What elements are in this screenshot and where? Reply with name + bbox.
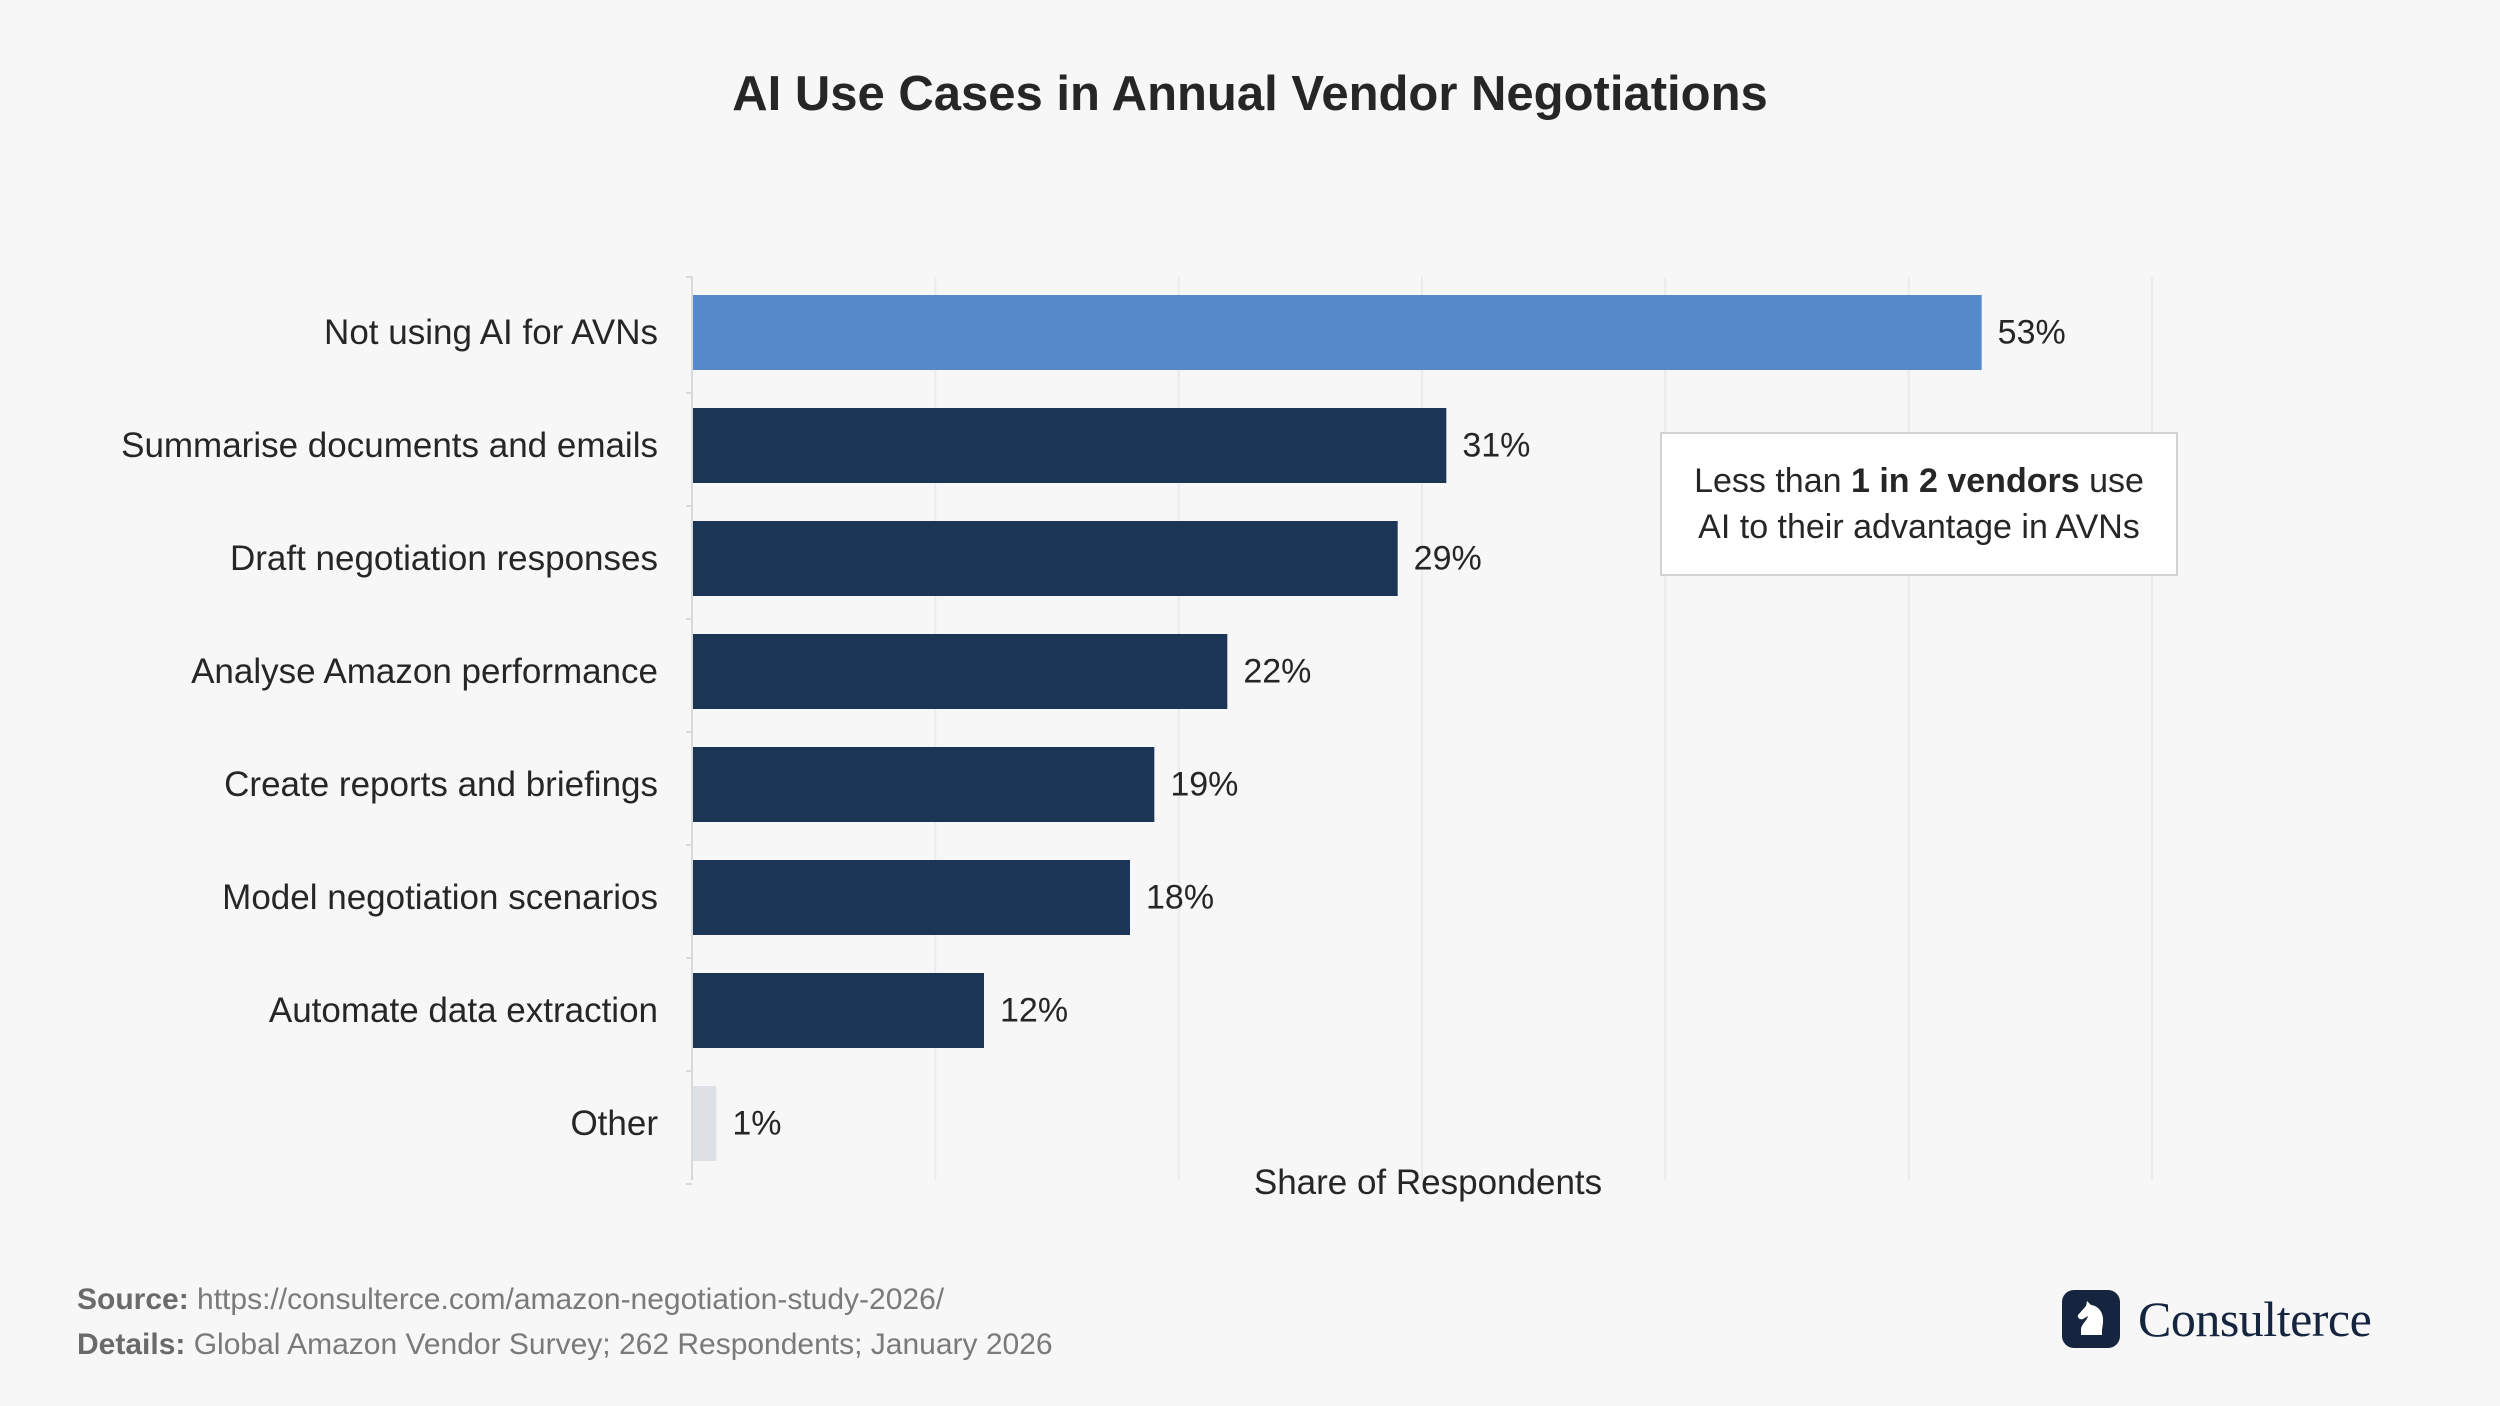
category-label: Automate data extraction — [269, 991, 658, 1030]
footer-details: Details: Global Amazon Vendor Survey; 26… — [77, 1328, 1053, 1362]
category-label: Model negotiation scenarios — [222, 878, 658, 917]
brand-logo[interactable]: Consulterce — [2062, 1290, 2372, 1348]
bar — [693, 1086, 717, 1161]
footer-source: Source: https://consulterce.com/amazon-n… — [77, 1283, 944, 1317]
brand-name: Consulterce — [2138, 1291, 2372, 1347]
annotation-suffix: use — [2079, 462, 2144, 500]
annotation-callout: Less than 1 in 2 vendors use AI to their… — [1660, 432, 2178, 576]
value-labels: 53% 31% 29% 22% 19% 18% 12% 1% — [732, 314, 2065, 1143]
value-label: 53% — [1998, 314, 2066, 352]
category-labels: Not using AI for AVNs Summarise documents… — [121, 313, 658, 1143]
y-axis — [686, 276, 693, 1185]
bar — [693, 634, 1228, 709]
details-label: Details: — [77, 1328, 186, 1361]
bar — [693, 295, 1982, 370]
annotation-line-2: AI to their advantage in AVNs — [1698, 508, 2140, 546]
value-label: 31% — [1462, 427, 1530, 465]
category-label: Not using AI for AVNs — [324, 313, 658, 352]
annotation-prefix: Less than — [1694, 462, 1851, 500]
value-label: 12% — [1000, 992, 1068, 1030]
category-label: Create reports and briefings — [224, 765, 658, 804]
value-label: 1% — [732, 1105, 781, 1143]
bar — [693, 408, 1447, 483]
chess-knight-icon — [2062, 1290, 2120, 1348]
category-label: Summarise documents and emails — [121, 426, 658, 465]
category-label: Analyse Amazon performance — [191, 652, 658, 691]
annotation-highlight: 1 in 2 vendors — [1850, 462, 2080, 500]
bar — [693, 521, 1398, 596]
value-label: 29% — [1414, 540, 1482, 578]
bar — [693, 973, 984, 1048]
value-label: 18% — [1146, 879, 1214, 917]
bars — [693, 295, 1982, 1161]
x-axis-title: Share of Respondents — [1254, 1163, 1602, 1202]
category-label: Draft negotiation responses — [230, 539, 658, 578]
category-label: Other — [570, 1104, 658, 1143]
details-text: Global Amazon Vendor Survey; 262 Respond… — [185, 1328, 1053, 1361]
bar — [693, 747, 1155, 822]
value-label: 19% — [1170, 766, 1238, 804]
annotation-line-1: Less than 1 in 2 vendors use — [1694, 458, 2144, 504]
value-label: 22% — [1243, 653, 1311, 691]
source-label: Source: — [77, 1283, 189, 1316]
source-link[interactable]: https://consulterce.com/amazon-negotiati… — [188, 1283, 945, 1316]
chart-title: AI Use Cases in Annual Vendor Negotiatio… — [732, 67, 1768, 121]
bar — [693, 860, 1130, 935]
